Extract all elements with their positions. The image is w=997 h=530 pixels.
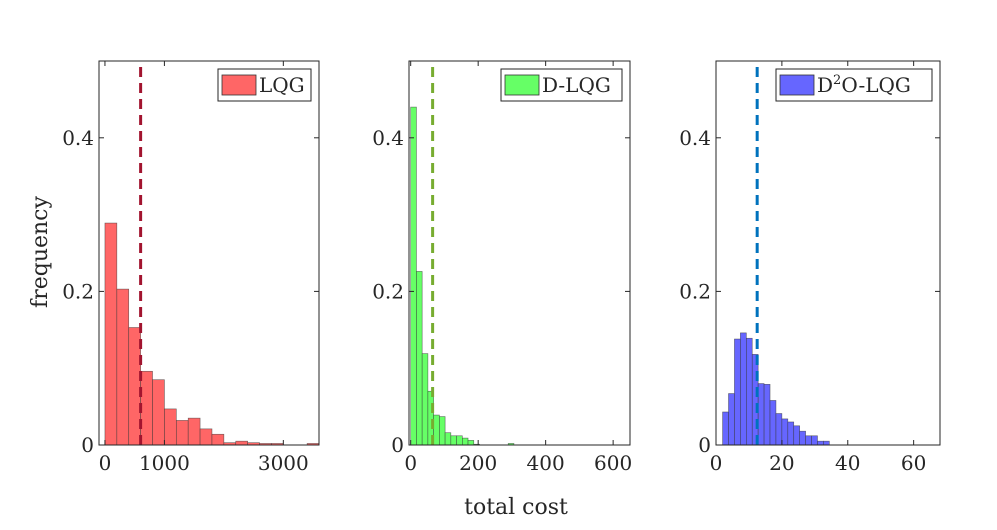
histogram-bar (116, 288, 130, 446)
axes-box (98, 60, 320, 446)
histogram-bar (439, 416, 446, 446)
y-axis-label: frequency (28, 195, 53, 307)
y-tick-label: 0.4 (62, 126, 94, 150)
histogram-bar (199, 428, 213, 446)
x-tick-label: 0 (99, 451, 112, 475)
histogram-bar (175, 420, 189, 446)
chart-panel-1: 0 0.2 0.4 0 1000 3000 LQG (62, 60, 320, 475)
y-tick-label: 0 (698, 433, 711, 457)
x-tick-label: 200 (459, 451, 497, 475)
histogram-bar (128, 327, 141, 446)
histogram-bar (805, 435, 812, 446)
histogram-bar (450, 435, 457, 446)
x-axis-label: total cost (464, 495, 568, 520)
legend-label: LQG (259, 73, 305, 97)
legend-label: D-LQG (542, 73, 611, 97)
histogram-bar (152, 379, 165, 446)
histogram-bar (456, 435, 463, 446)
histogram-bar (740, 332, 747, 446)
histogram-bar (467, 440, 475, 446)
legend-swatch (504, 74, 540, 96)
histogram-bar (462, 437, 469, 446)
x-tick-label: 40 (835, 451, 860, 475)
histogram-bar (775, 413, 783, 446)
legend-swatch (779, 74, 815, 96)
x-tick-label: 20 (769, 451, 794, 475)
y-tick-label: 0.2 (372, 279, 404, 303)
histogram-bar (104, 222, 118, 446)
legend-swatch (221, 74, 257, 96)
x-tick-label: 0 (710, 451, 723, 475)
histogram-bar (811, 435, 818, 446)
histogram-bar (421, 353, 429, 446)
x-tick-label: 0 (404, 451, 417, 475)
histogram-bar (164, 408, 177, 446)
x-tick-label: 60 (901, 451, 926, 475)
histogram-bar (787, 421, 795, 446)
y-tick-label: 0.2 (62, 279, 94, 303)
axes-box (408, 60, 631, 446)
histogram-bar (769, 400, 777, 446)
x-tick-label: 400 (527, 451, 565, 475)
histogram-bar (444, 432, 452, 446)
histogram-bar (728, 393, 735, 446)
histogram-bar (211, 433, 225, 446)
legend-box (217, 68, 312, 102)
histogram-bar (722, 411, 729, 446)
y-tick-label: 0 (81, 433, 94, 457)
histogram-bar (751, 354, 759, 446)
chart-panel-2: 0 0.2 0.4 0 200 400 600 D-LQG (372, 60, 632, 475)
histogram-bar (187, 417, 201, 446)
histogram-bar (734, 338, 741, 446)
histogram-bar (799, 430, 806, 446)
y-tick-label: 0.2 (679, 279, 711, 303)
y-tick-label: 0.4 (679, 126, 711, 150)
x-tick-label: 3000 (258, 451, 309, 475)
histogram-bar (433, 414, 440, 446)
histogram-bar (781, 418, 789, 446)
y-tick-label: 0.4 (372, 126, 404, 150)
histogram-bar (235, 440, 248, 446)
histogram-bar (793, 425, 800, 446)
x-tick-label: 600 (594, 451, 632, 475)
histogram-bar (410, 106, 417, 446)
y-tick-label: 0 (391, 433, 404, 457)
histogram-bar (823, 440, 830, 446)
histogram-bar (746, 337, 753, 446)
axes-box (715, 60, 941, 446)
histogram-bar (757, 383, 765, 446)
histogram-bar (416, 271, 423, 446)
x-tick-label: 1000 (139, 451, 190, 475)
histogram-bar (817, 440, 824, 446)
chart-panel-3: 0 0.2 0.4 0 20 40 60 D2O-LQG (679, 60, 941, 475)
histogram-bar (763, 384, 771, 446)
histogram-bar (140, 370, 153, 446)
legend-label: D2O-LQG (817, 73, 911, 97)
